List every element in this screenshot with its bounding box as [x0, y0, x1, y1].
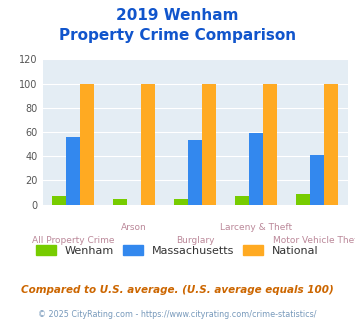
- Bar: [188, 141, 202, 205]
- Bar: [263, 83, 277, 205]
- Bar: [249, 133, 263, 205]
- Bar: [80, 83, 94, 205]
- Bar: [113, 199, 127, 205]
- Text: Compared to U.S. average. (U.S. average equals 100): Compared to U.S. average. (U.S. average …: [21, 285, 334, 295]
- Bar: [310, 155, 324, 205]
- Text: Arson: Arson: [121, 223, 147, 232]
- Bar: [324, 83, 338, 205]
- Bar: [235, 196, 249, 205]
- Bar: [174, 199, 188, 205]
- Bar: [66, 137, 80, 205]
- Text: 2019 Wenham: 2019 Wenham: [116, 8, 239, 23]
- Legend: Wenham, Massachusetts, National: Wenham, Massachusetts, National: [32, 241, 323, 260]
- Text: Burglary: Burglary: [176, 236, 214, 245]
- Bar: [296, 194, 310, 205]
- Text: All Property Crime: All Property Crime: [32, 236, 114, 245]
- Bar: [202, 83, 216, 205]
- Bar: [141, 83, 155, 205]
- Text: Motor Vehicle Theft: Motor Vehicle Theft: [273, 236, 355, 245]
- Bar: [52, 196, 66, 205]
- Text: Larceny & Theft: Larceny & Theft: [220, 223, 293, 232]
- Text: Property Crime Comparison: Property Crime Comparison: [59, 28, 296, 43]
- Text: © 2025 CityRating.com - https://www.cityrating.com/crime-statistics/: © 2025 CityRating.com - https://www.city…: [38, 310, 317, 319]
